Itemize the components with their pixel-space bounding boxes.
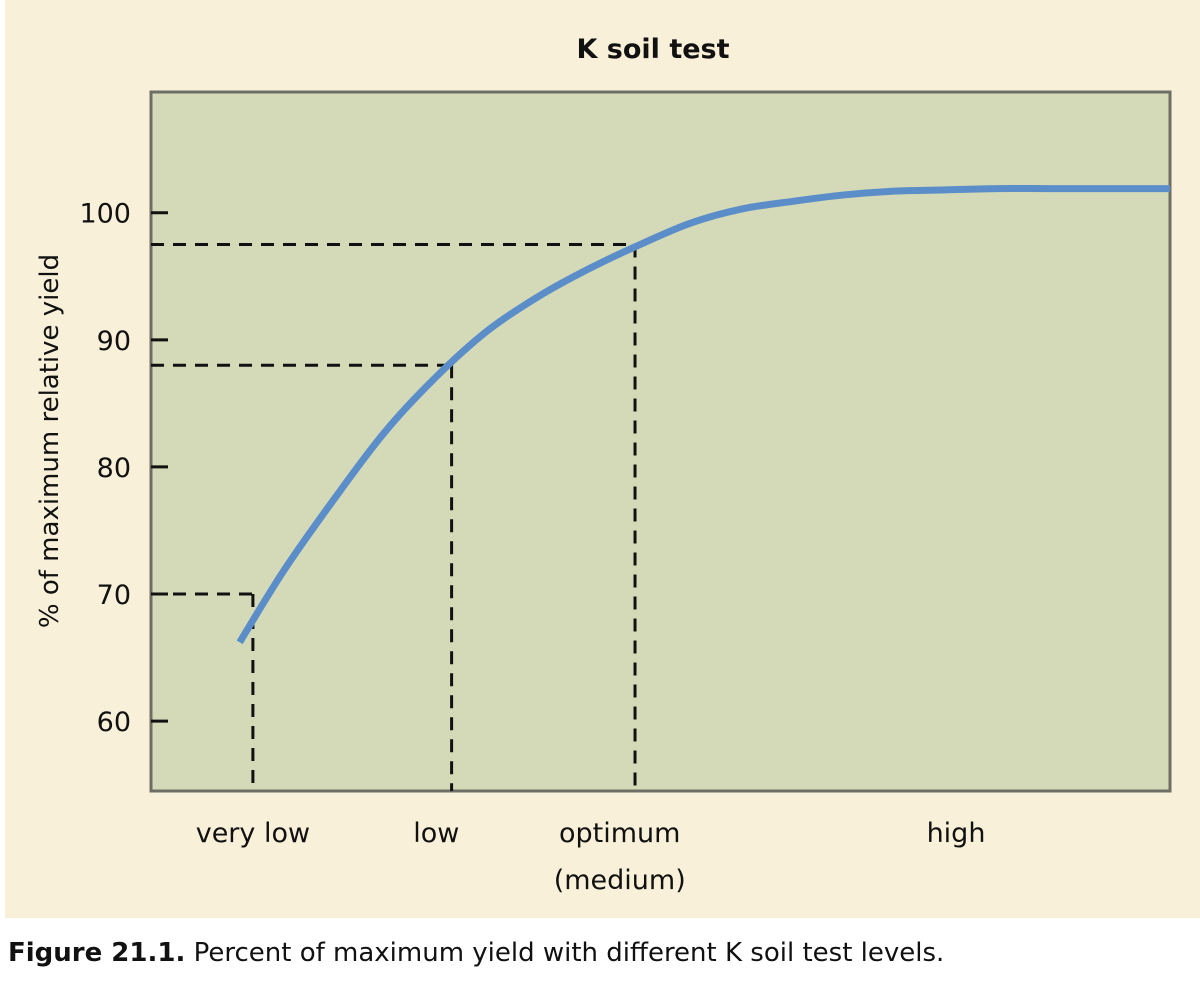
y-tick-label-100: 100 <box>79 199 131 230</box>
reference-lines <box>151 243 637 791</box>
caption-text: Percent of maximum yield with different … <box>185 938 945 968</box>
chart-title: K soil test <box>576 34 729 65</box>
figure-caption: Figure 21.1. Percent of maximum yield wi… <box>8 938 944 968</box>
x-category-label-0: very low <box>196 818 310 849</box>
x-category-labels: very low low optimum (medium) high <box>196 818 986 896</box>
x-category-label-3: high <box>927 818 986 849</box>
chart: K soil test 60 70 80 90 100 very low low optim… <box>35 34 1172 896</box>
series-line-0 <box>236 184 1170 645</box>
y-tick-label-70: 70 <box>97 580 131 611</box>
series-group <box>236 184 1170 645</box>
y-axis-label: % of maximum relative yield <box>35 254 65 628</box>
y-tick-label-90: 90 <box>97 326 131 357</box>
y-tick-label-60: 60 <box>97 707 131 738</box>
x-category-sublabel-2: (medium) <box>554 865 686 896</box>
x-category-label-2: optimum <box>559 818 680 849</box>
x-category-label-1: low <box>413 818 459 849</box>
y-tick-label-80: 80 <box>97 453 131 484</box>
plot-area <box>149 90 1172 793</box>
caption-label: Figure 21.1. <box>8 938 186 968</box>
y-axis: 60 70 80 90 100 <box>79 199 168 738</box>
